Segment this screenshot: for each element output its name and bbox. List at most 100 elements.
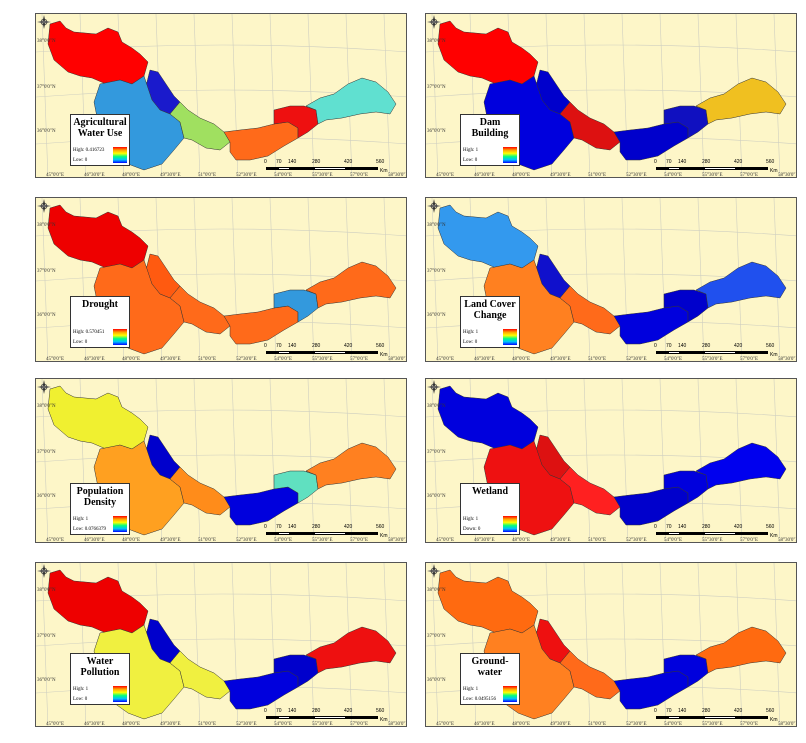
longitude-label: 54°0'0"E: [664, 538, 682, 543]
basin-region-east2: [273, 105, 319, 139]
legend-color-ramp: [503, 147, 517, 163]
latitude-label: 37°0'0"N: [37, 450, 56, 455]
compass-rose-icon: [427, 199, 441, 213]
scale-unit-label: Km: [770, 717, 778, 723]
scale-tick-label: 280: [702, 343, 711, 349]
basin-region-east3: [305, 77, 397, 125]
legend-title: Agricultural Water Use: [73, 117, 127, 139]
scale-tick-label: 70: [666, 343, 672, 349]
scale-bar-segment: [680, 716, 704, 719]
scale-tick-label: 0: [264, 708, 267, 714]
graticule-longitude: [431, 14, 439, 177]
graticule-longitude: [697, 14, 705, 177]
scale-bar-segment: [704, 716, 736, 719]
latitude-label: 37°0'0"N: [427, 269, 446, 274]
scale-tick-label: 280: [702, 159, 711, 165]
longitude-label: 57°0'0"E: [350, 357, 368, 362]
longitude-label: 55°30'0"E: [312, 722, 333, 727]
basin-region-east2: [663, 470, 709, 504]
longitude-label: 54°0'0"E: [664, 173, 682, 178]
map-legend: Land Cover Change High: 1 Low: 0: [460, 296, 520, 348]
legend-color-ramp: [113, 147, 127, 163]
latitude-label: 38°0'0"N: [37, 39, 56, 44]
scale-bar-segment: [278, 351, 290, 354]
scale-tick-label: 70: [276, 343, 282, 349]
scale-tick-label: 140: [288, 343, 297, 349]
legend-low-label: Low: 0: [463, 158, 478, 163]
scale-unit-label: Km: [380, 168, 388, 174]
latitude-label: 36°0'0"N: [427, 678, 446, 683]
latitude-label: 36°0'0"N: [37, 678, 56, 683]
longitude-label: 45°0'0"E: [46, 357, 64, 362]
basin-region-east2: [663, 289, 709, 323]
latitude-label: 37°0'0"N: [37, 634, 56, 639]
legend-color-ramp: [113, 516, 127, 532]
scale-bar-segment: [736, 532, 768, 535]
map-legend: Drought High: 0.570451 Low: 0: [70, 296, 130, 348]
scale-bar-segment: [704, 351, 736, 354]
scale-bar-segment: [736, 351, 768, 354]
latitude-label: 37°0'0"N: [427, 85, 446, 90]
scale-tick-label: 280: [702, 708, 711, 714]
longitude-label: 55°30'0"E: [312, 357, 333, 362]
longitude-label: 49°30'0"E: [160, 173, 181, 178]
latitude-label: 36°0'0"N: [37, 494, 56, 499]
scale-bar-segment: [290, 716, 314, 719]
longitude-label: 58°30'0"E: [388, 538, 407, 543]
scale-tick-label: 0: [654, 343, 657, 349]
longitude-label: 58°30'0"E: [778, 722, 797, 727]
longitude-label: 48°0'0"E: [122, 722, 140, 727]
longitude-label: 52°30'0"E: [236, 357, 257, 362]
scale-tick-label: 140: [288, 159, 297, 165]
legend-color-ramp: [113, 329, 127, 345]
scale-bar-segment: [704, 167, 736, 170]
longitude-label: 55°30'0"E: [702, 357, 723, 362]
scale-bar: 0 70 140 280 420 560 Km: [264, 708, 406, 726]
scale-bar-segment: [680, 351, 704, 354]
longitude-label: 46°30'0"E: [474, 722, 495, 727]
latitude-label: 37°0'0"N: [427, 634, 446, 639]
legend-high-label: High: 0.416723: [73, 148, 105, 153]
scale-bar-segment: [656, 716, 668, 719]
basin-region-west: [437, 385, 539, 450]
longitude-label: 51°0'0"E: [198, 722, 216, 727]
scale-tick-label: 420: [734, 159, 743, 165]
legend-low-label: Low: 0: [73, 697, 88, 702]
scale-tick-label: 560: [376, 524, 385, 530]
longitude-label: 52°30'0"E: [236, 173, 257, 178]
scale-tick-label: 560: [376, 343, 385, 349]
scale-bar-segment: [346, 532, 378, 535]
map-panel: 38°0'0"N 37°0'0"N 36°0'0"N 45°0'0"E 46°30'0"…: [425, 13, 797, 178]
legend-low-label: Low: 0: [463, 340, 478, 345]
longitude-label: 55°30'0"E: [312, 173, 333, 178]
scale-bar-segment: [266, 351, 278, 354]
legend-color-ramp: [503, 516, 517, 532]
longitude-label: 45°0'0"E: [436, 173, 454, 178]
scale-bar-segment: [314, 532, 346, 535]
graticule-longitude: [431, 563, 439, 726]
scale-bar-segment: [278, 167, 290, 170]
longitude-label: 45°0'0"E: [46, 538, 64, 543]
map-canvas: 38°0'0"N 37°0'0"N 36°0'0"N 45°0'0"E 46°30'0"…: [426, 14, 796, 178]
basin-region-west: [437, 569, 539, 634]
graticule-longitude: [41, 198, 49, 361]
longitude-label: 48°0'0"E: [512, 357, 530, 362]
longitude-label: 54°0'0"E: [274, 173, 292, 178]
basin-region-mid: [169, 101, 231, 151]
basin-region-mid: [559, 285, 621, 335]
longitude-label: 57°0'0"E: [350, 722, 368, 727]
longitude-label: 51°0'0"E: [198, 173, 216, 178]
longitude-label: 51°0'0"E: [588, 538, 606, 543]
legend-title: Water Pollution: [80, 656, 120, 678]
basin-region-east2: [663, 105, 709, 139]
basin-region-west: [437, 204, 539, 269]
longitude-label: 49°30'0"E: [550, 538, 571, 543]
scale-tick-label: 560: [766, 524, 775, 530]
graticule-longitude: [193, 14, 201, 177]
longitude-label: 58°30'0"E: [388, 722, 407, 727]
map-legend: Wetland High: 1 Down: 0: [460, 483, 520, 535]
legend-title: Drought: [82, 299, 118, 310]
longitude-label: 49°30'0"E: [550, 722, 571, 727]
scale-tick-label: 280: [312, 159, 321, 165]
longitude-label: 48°0'0"E: [122, 357, 140, 362]
